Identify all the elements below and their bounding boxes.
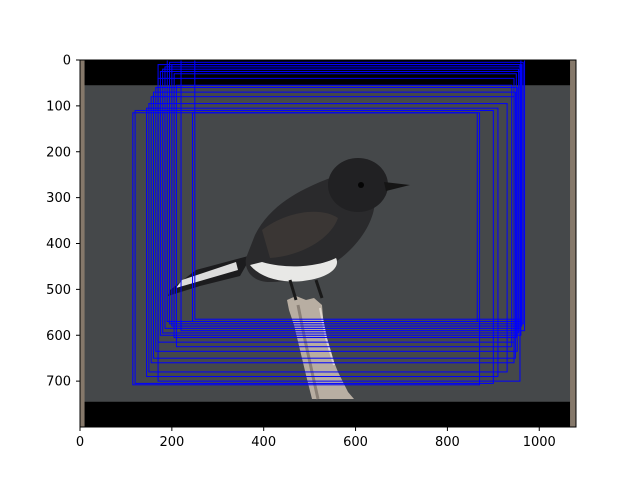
photo-bottom-letterbox [84, 401, 571, 427]
x-tick-label: 600 [343, 435, 368, 450]
photo-left-strip [80, 60, 85, 427]
bird-belly [250, 258, 338, 282]
y-tick-label: 200 [46, 145, 71, 160]
bird-beak [384, 182, 410, 191]
x-tick-label: 200 [159, 435, 184, 450]
photo-top-letterbox [84, 60, 571, 86]
y-tick-label: 500 [46, 283, 71, 298]
bounding-box [134, 109, 494, 384]
x-axis: 0 200 400 600 800 1000 [76, 427, 556, 450]
bird-wing [262, 211, 338, 258]
y-tick-label: 700 [46, 375, 71, 390]
photo-image [80, 60, 576, 427]
bounding-box [194, 60, 522, 320]
bounding-box [148, 103, 508, 373]
bounding-box [180, 60, 526, 332]
x-tick-label: 1000 [523, 435, 556, 450]
photo-right-strip [570, 60, 576, 427]
y-tick-label: 400 [46, 237, 71, 252]
bird-on-branch-photo [168, 158, 410, 400]
bounding-box [150, 96, 515, 364]
bounding-box [175, 84, 513, 348]
x-tick-label: 800 [435, 435, 460, 450]
bounding-box [192, 112, 478, 322]
bounding-box [146, 107, 499, 378]
y-tick-label: 300 [46, 191, 71, 206]
y-tick-label: 0 [63, 54, 71, 69]
x-tick-label: 0 [76, 435, 84, 450]
bounding-box [155, 87, 518, 352]
y-tick-label: 100 [46, 99, 71, 114]
bird-eye [358, 182, 364, 188]
branch-shadow [296, 304, 320, 400]
x-tick-label: 400 [251, 435, 276, 450]
bounding-box [173, 73, 517, 339]
bounding-box [169, 61, 524, 325]
y-axis: 0 100 200 300 400 500 600 700 [46, 54, 80, 390]
bounding-box [162, 68, 520, 334]
bounding-boxes [132, 60, 526, 386]
bird-tail-stripe [176, 262, 238, 288]
bounding-box [152, 91, 516, 359]
bird-legs [288, 279, 324, 301]
y-tick-label: 600 [46, 329, 71, 344]
bounding-box [157, 64, 521, 382]
